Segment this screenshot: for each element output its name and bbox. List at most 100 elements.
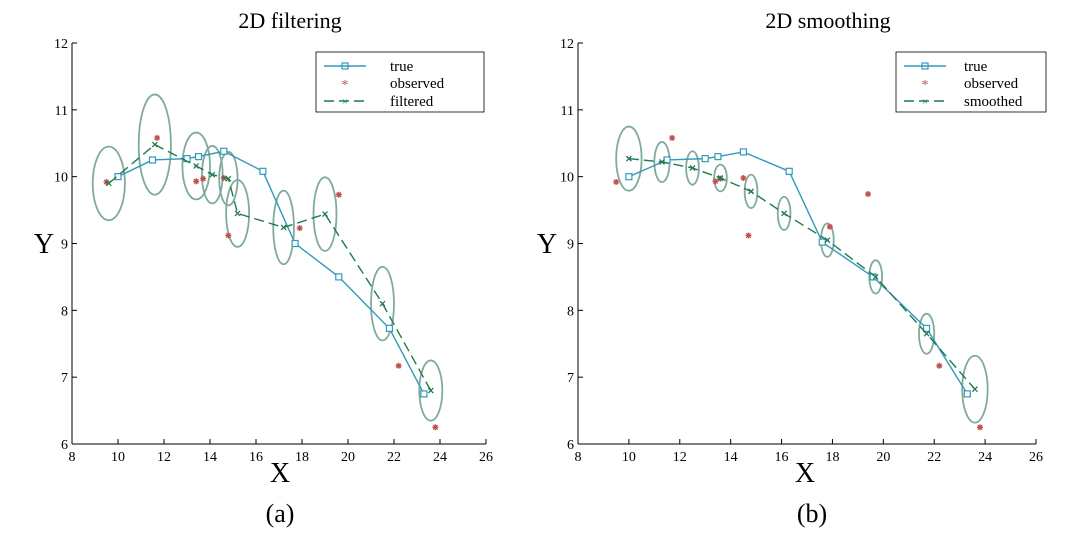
smoothed-point-marker <box>781 210 788 217</box>
uncertainty-ellipse <box>868 259 883 295</box>
panel-b-title: 2D smoothing <box>765 8 890 33</box>
uncertainty-ellipse <box>201 145 224 205</box>
smoothed-trajectory-line <box>628 157 976 390</box>
y-tick-label: 10 <box>54 171 68 186</box>
filtered-trajectory-line <box>108 143 432 391</box>
smoothed-point-marker <box>872 273 879 280</box>
filtered-point-marker <box>234 210 241 217</box>
filtered-point-marker <box>427 387 434 394</box>
true-point-marker <box>701 155 709 163</box>
uncertainty-ellipse <box>370 265 395 342</box>
legend-smoothed-label: smoothed <box>964 94 1023 110</box>
uncertainty-ellipse <box>312 176 338 252</box>
x-tick-label: 24 <box>433 450 447 465</box>
true-point-marker <box>194 153 203 161</box>
panel-a-legend: true * observed × filtered <box>315 51 485 113</box>
true-point-marker <box>739 148 747 156</box>
uncertainty-ellipse <box>91 145 126 222</box>
y-tick-label: 11 <box>561 104 574 119</box>
filtered-point-marker <box>105 180 112 187</box>
plot-area: 8 10 12 14 16 18 20 22 24 26 6 7 8 9 10 11 12 <box>54 37 493 465</box>
y-tick-label: 7 <box>567 371 574 386</box>
y-tick-label: 8 <box>567 304 574 319</box>
y-tick-label: 8 <box>61 304 68 319</box>
filtered-point-marker <box>193 163 200 169</box>
legend-observed-label: observed <box>964 76 1019 92</box>
filtered-point-marker <box>151 141 158 148</box>
true-trajectory-line <box>628 151 968 395</box>
true-point-marker <box>818 238 826 246</box>
observed-point-marker <box>193 178 200 185</box>
uncertainty-ellipse <box>743 173 759 209</box>
x-tick-label: 10 <box>111 450 125 465</box>
observed-point-marker <box>154 134 161 141</box>
legend-true-label: true <box>390 59 414 75</box>
true-point-marker <box>259 167 267 175</box>
observed-point-marker <box>712 178 719 185</box>
x-tick-label: 20 <box>341 450 355 465</box>
observed-point-marker <box>669 134 676 141</box>
filtered-point-marker <box>322 211 328 218</box>
uncertainty-ellipse <box>713 163 728 193</box>
x-tick-label: 18 <box>825 450 839 465</box>
true-point-marker <box>148 156 157 164</box>
smoothed-point-marker <box>748 188 754 195</box>
panel-b: 2D smoothing (b) X Y 8 10 12 14 16 18 20 22 24 26… <box>537 8 1047 528</box>
uncertainty-ellipse <box>225 179 251 248</box>
panel-b-y-axis-label: Y <box>537 229 557 260</box>
x-tick-label: 22 <box>927 450 941 465</box>
x-tick-label: 22 <box>387 450 401 465</box>
smoothed-point-marker <box>923 330 930 337</box>
legend-box <box>315 51 485 113</box>
x-tick-label: 8 <box>69 450 76 465</box>
x-tick-label: 8 <box>575 450 582 465</box>
uncertainty-ellipse <box>615 125 643 192</box>
panel-a-x-axis-label: X <box>270 458 290 489</box>
panel-b-legend: true * observed × smoothed <box>895 51 1047 113</box>
observed-point-marker <box>745 232 752 239</box>
legend-true-label: true <box>964 59 988 75</box>
true-point-marker <box>291 239 299 248</box>
observed-point-marker <box>432 424 439 431</box>
observed-point-marker <box>826 223 833 230</box>
y-tick-label: 6 <box>567 438 574 453</box>
legend-filtered-label: filtered <box>390 94 434 110</box>
true-point-marker <box>114 173 122 181</box>
uncertainty-ellipse <box>961 354 989 424</box>
legend-filtered-marker: × <box>342 96 348 108</box>
observed-point-marker <box>225 232 232 239</box>
x-tick-label: 12 <box>673 450 687 465</box>
filtered-point-marker <box>209 171 216 178</box>
true-point-marker <box>420 390 428 398</box>
uncertainty-ellipse <box>418 359 444 422</box>
smoothed-point-marker <box>717 175 724 181</box>
x-tick-label: 20 <box>876 450 890 465</box>
observed-point-marker <box>740 175 747 182</box>
plot-area: 8 10 12 14 16 18 20 22 24 26 6 7 8 9 10 11 12 <box>560 37 1043 465</box>
panel-a: 2D filtering (a) X Y 8 10 12 14 16 18 20 22 24 26… <box>34 8 493 528</box>
panel-a-y-axis-label: Y <box>34 229 54 260</box>
observed-point-marker <box>865 191 872 198</box>
uncertainty-ellipse <box>776 195 792 232</box>
smoothed-point-marker <box>689 165 696 171</box>
y-tick-label: 7 <box>61 371 68 386</box>
panel-a-caption: (a) <box>266 499 295 528</box>
observed-point-marker <box>395 362 402 369</box>
y-tick-label: 9 <box>61 238 68 253</box>
x-tick-label: 18 <box>295 450 309 465</box>
x-tick-label: 16 <box>249 450 263 465</box>
legend-true-marker <box>921 62 929 70</box>
legend-observed-marker: * <box>922 78 929 93</box>
true-point-marker <box>335 273 343 281</box>
smoothed-point-marker <box>971 386 978 393</box>
filtered-point-marker <box>225 175 232 182</box>
observed-point-marker <box>977 424 984 431</box>
uncertainty-ellipse <box>272 189 295 266</box>
legend-smoothed-marker: × <box>922 96 928 108</box>
true-point-marker <box>963 390 971 398</box>
x-tick-label: 14 <box>203 450 217 465</box>
true-point-marker <box>625 173 633 181</box>
observed-point-marker <box>936 362 943 369</box>
legend-box <box>895 51 1047 113</box>
legend-true-marker <box>341 62 349 70</box>
